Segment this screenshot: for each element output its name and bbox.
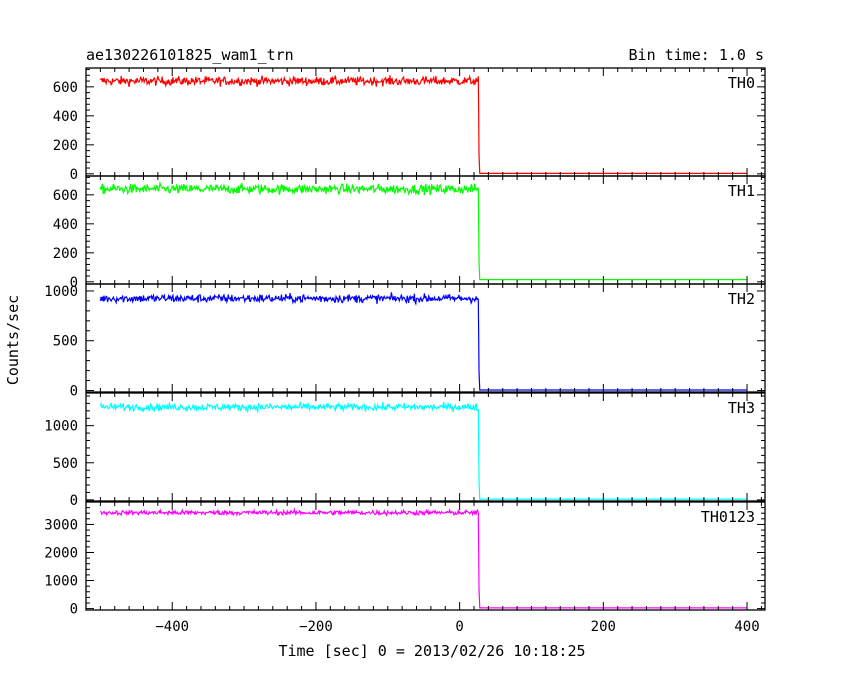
x-tick-label: 200 — [591, 619, 616, 635]
panel-th3: TH3 0 500 1000 — [44, 392, 766, 509]
x-tick-label: −200 — [299, 619, 333, 635]
y-tick-label: 3000 — [44, 517, 78, 533]
panel-frame — [85, 283, 766, 393]
panel-th0123: TH0123 0 1000 2000 3000 — [44, 501, 766, 618]
y-tick-label: 1000 — [44, 574, 78, 590]
x-tick-label: −400 — [155, 619, 189, 635]
x-tick-label: 0 — [455, 619, 463, 635]
y-tick-label: 1000 — [44, 284, 78, 300]
panel-label-th2: TH2 — [728, 290, 755, 308]
y-tick-label: 0 — [70, 493, 78, 509]
panel-frame — [85, 392, 766, 502]
y-tick-label: 0 — [70, 602, 78, 618]
y-tick-label: 600 — [53, 80, 78, 96]
series-line-th2 — [99, 292, 748, 391]
panel-th2: TH2 0 500 1000 — [44, 283, 766, 400]
panel-label-th0123: TH0123 — [701, 508, 755, 526]
y-tick-label: 500 — [53, 334, 78, 350]
y-tick-label: 1000 — [44, 419, 78, 435]
x-axis-label: Time [sec] 0 = 2013/02/26 10:18:25 — [278, 642, 585, 660]
panels: TH00200400600TH10200400600TH205001000TH3… — [44, 67, 766, 635]
x-tick-label: 400 — [734, 619, 759, 635]
series-line-th0 — [99, 74, 748, 174]
panel-frame — [85, 175, 766, 285]
panel-th1: TH1 0 200 400 600 — [53, 175, 766, 291]
y-tick-label: 0 — [70, 384, 78, 400]
y-tick-label: 400 — [53, 109, 78, 125]
panel-label-th3: TH3 — [728, 399, 755, 417]
y-tick-label: 200 — [53, 246, 78, 262]
panel-label-th1: TH1 — [728, 182, 755, 200]
y-tick-label: 200 — [53, 138, 78, 154]
panel-label-th0: TH0 — [728, 74, 755, 92]
y-tick-label: 0 — [70, 275, 78, 291]
y-axis-label: Counts/sec — [4, 295, 22, 385]
panel-th0: TH0 0 200 400 600 — [53, 67, 766, 183]
y-tick-label: 0 — [70, 167, 78, 183]
series-line-th0123 — [99, 507, 748, 609]
panel-frame — [85, 501, 766, 611]
series-line-th1 — [99, 180, 748, 281]
series-line-th3 — [99, 400, 748, 500]
y-tick-label: 600 — [53, 188, 78, 204]
y-tick-label: 500 — [53, 456, 78, 472]
y-tick-label: 400 — [53, 217, 78, 233]
chart-title: ae130226101825_wam1_trn — [86, 46, 294, 64]
y-tick-label: 2000 — [44, 545, 78, 561]
bin-time-label: Bin time: 1.0 s — [629, 46, 764, 64]
